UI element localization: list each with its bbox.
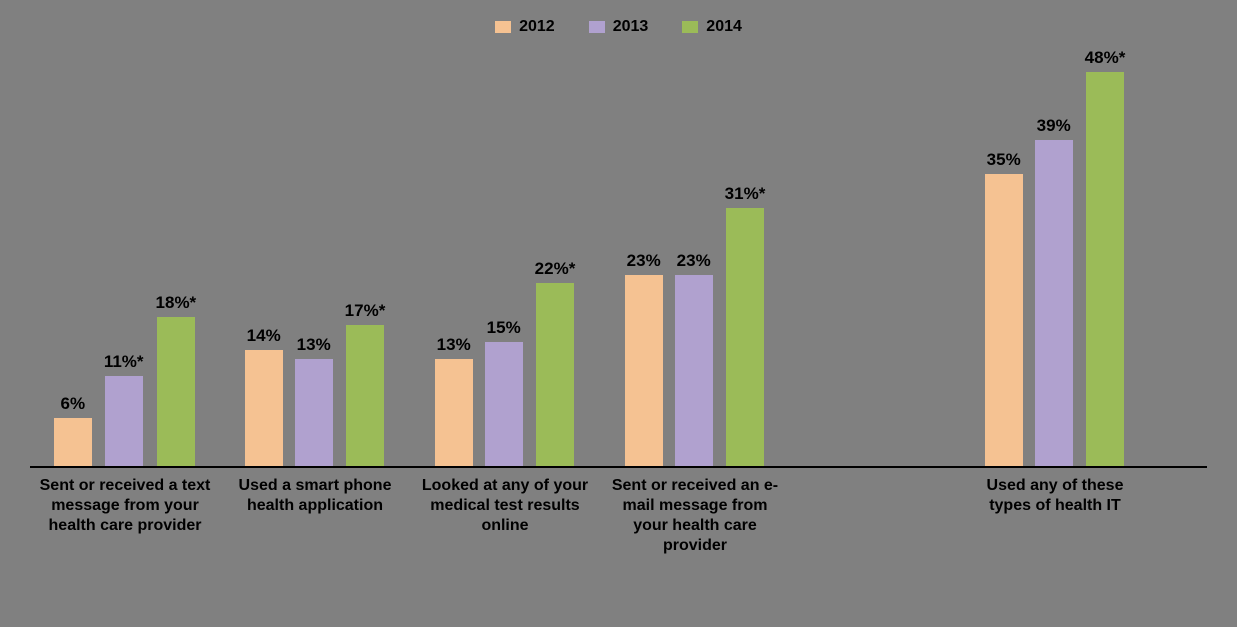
bar-column: 14%: [245, 48, 283, 468]
legend-swatch-2014: [682, 21, 698, 33]
bar: [54, 418, 92, 468]
legend-item-2012: 2012: [495, 18, 555, 36]
legend-label: 2012: [519, 18, 555, 36]
bar-value-label: 15%: [487, 318, 521, 338]
bar-column: 35%: [985, 48, 1023, 468]
legend: 2012 2013 2014: [30, 18, 1207, 36]
bar: [485, 342, 523, 468]
bar-column: 17%*: [345, 48, 386, 468]
bar-value-label: 22%*: [535, 259, 576, 279]
bar-column: 6%: [54, 48, 92, 468]
bar: [105, 376, 143, 468]
legend-item-2014: 2014: [682, 18, 742, 36]
bar: [1035, 140, 1073, 468]
bar-value-label: 13%: [297, 335, 331, 355]
bar-value-label: 39%: [1037, 116, 1071, 136]
bar: [1086, 72, 1124, 468]
bar-cluster: 35% 39% 48%*: [960, 48, 1150, 468]
bar-value-label: 35%: [987, 150, 1021, 170]
x-axis-labels: Sent or received a text message from you…: [30, 476, 1207, 556]
x-axis-label: Sent or received a text message from you…: [30, 476, 220, 556]
bar: [536, 283, 574, 468]
bar-value-label: 31%*: [725, 184, 766, 204]
bar: [726, 208, 764, 468]
bar-cluster: 13% 15% 22%*: [410, 48, 600, 468]
x-axis-label: Used any of these types of health IT: [960, 476, 1150, 556]
bar-value-label: 18%*: [156, 293, 197, 313]
bar-column: 23%: [625, 48, 663, 468]
bar-groups-row: 6% 11%* 18%* 14% 13% 17%* 13% 15% 22%* 23% 23% 31%*…: [30, 48, 1207, 468]
bar-group: 35% 39% 48%*: [960, 48, 1150, 468]
x-axis-line: [30, 466, 1207, 468]
bar-column: 13%: [295, 48, 333, 468]
bar-group: 23% 23% 31%*: [600, 48, 790, 468]
bar-column: 13%: [435, 48, 473, 468]
legend-label: 2014: [706, 18, 742, 36]
bar-group: 6% 11%* 18%*: [30, 48, 220, 468]
bar-column: 22%*: [535, 48, 576, 468]
legend-label: 2013: [613, 18, 649, 36]
bar-value-label: 14%: [247, 326, 281, 346]
bar-value-label: 11%*: [104, 352, 144, 372]
bar-value-label: 48%*: [1085, 48, 1126, 68]
bar-group: 14% 13% 17%*: [220, 48, 410, 468]
bar: [157, 317, 195, 468]
bar-value-label: 23%: [677, 251, 711, 271]
bar: [245, 350, 283, 468]
bar-column: 23%: [675, 48, 713, 468]
x-axis-label: Used a smart phone health application: [220, 476, 410, 556]
group-spacer: [790, 48, 960, 468]
bar-value-label: 6%: [61, 394, 86, 414]
bar-value-label: 13%: [437, 335, 471, 355]
bar: [985, 174, 1023, 468]
bar-cluster: 23% 23% 31%*: [600, 48, 790, 468]
bar-column: 18%*: [156, 48, 197, 468]
x-axis-label: Looked at any of your medical test resul…: [410, 476, 600, 556]
legend-swatch-2012: [495, 21, 511, 33]
bar-column: 15%: [485, 48, 523, 468]
chart-container: 2012 2013 2014 6% 11%* 18%* 14% 13% 17%* 13% 15…: [0, 0, 1237, 627]
x-axis-label: Sent or received an e-mail message from …: [600, 476, 790, 556]
bar-cluster: 14% 13% 17%*: [220, 48, 410, 468]
bar: [295, 359, 333, 468]
bar-value-label: 17%*: [345, 301, 386, 321]
bar-value-label: 23%: [627, 251, 661, 271]
bar-column: 31%*: [725, 48, 766, 468]
bar: [625, 275, 663, 468]
bar-cluster: 6% 11%* 18%*: [30, 48, 220, 468]
legend-item-2013: 2013: [589, 18, 649, 36]
bar: [675, 275, 713, 468]
plot-area: 6% 11%* 18%* 14% 13% 17%* 13% 15% 22%* 23% 23% 31%*…: [30, 48, 1207, 468]
bar: [435, 359, 473, 468]
legend-swatch-2013: [589, 21, 605, 33]
xlabel-spacer: [790, 476, 960, 556]
bar: [346, 325, 384, 468]
bar-column: 11%*: [104, 48, 144, 468]
bar-column: 39%: [1035, 48, 1073, 468]
bar-group: 13% 15% 22%*: [410, 48, 600, 468]
bar-column: 48%*: [1085, 48, 1126, 468]
